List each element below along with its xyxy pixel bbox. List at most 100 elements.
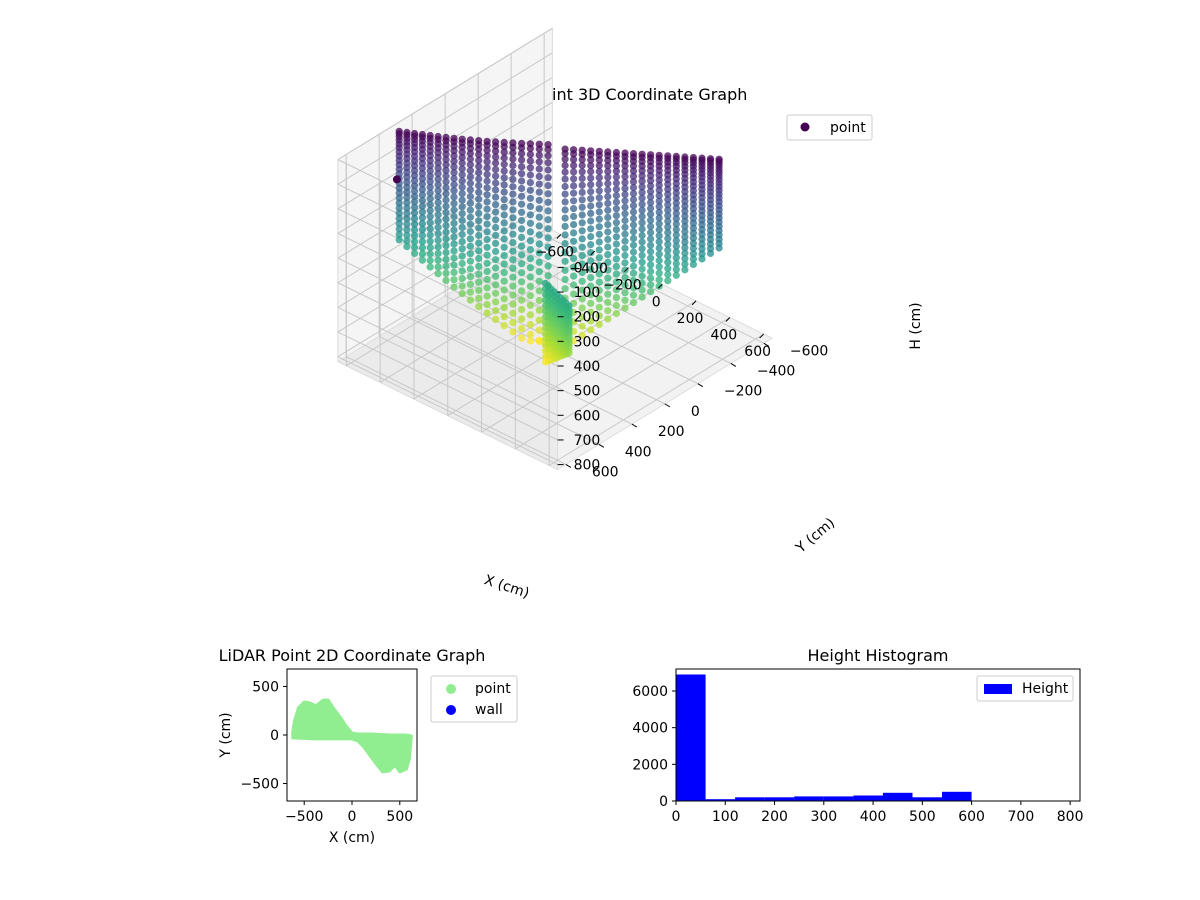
plot3d-point [544, 216, 552, 224]
plot3d-point [647, 274, 655, 282]
histogram-legend-box [976, 675, 1074, 702]
plot3d-point [426, 256, 434, 265]
histogram-xtick-label: 800 [1057, 809, 1084, 825]
plot3d-point [612, 226, 621, 234]
plot3d-point [483, 205, 491, 213]
plot3d-point [526, 282, 535, 290]
plot3d-point [535, 287, 543, 295]
histogram-legend-swatch [984, 684, 1012, 694]
plot2d: LiDAR Point 2D Coordinate Graph −500 0 500… [218, 646, 518, 846]
plot3d-point [629, 189, 638, 198]
plot3d-point [612, 255, 621, 263]
plot3d-point [450, 276, 458, 284]
plot3d-point [395, 189, 403, 197]
plot3d-point [604, 221, 612, 229]
plot3d-point [526, 144, 535, 153]
plot3d-point [664, 264, 672, 272]
plot3d-point [458, 165, 466, 173]
plot3d-point [638, 258, 646, 266]
plot3d-point [621, 162, 629, 170]
plot3d-point [418, 250, 426, 258]
plot3d-point [426, 237, 434, 245]
plot3d-point [526, 194, 535, 202]
plot3d-point [483, 284, 491, 292]
plot3d-point [509, 190, 517, 198]
plot3d-point [664, 277, 672, 285]
plot3d-point [587, 181, 595, 189]
plot3d-point [411, 192, 419, 200]
histogram-ytick-label: 6000 [632, 684, 668, 700]
plot3d-point [647, 288, 655, 296]
plot3d-point [578, 156, 586, 164]
plot3d-point [621, 167, 629, 175]
plot3d-point [561, 214, 569, 222]
plot3d-point [578, 235, 586, 243]
plot3d-point [535, 180, 543, 188]
plot3d-point [518, 269, 526, 277]
plot3d-point [492, 208, 500, 216]
plot3d-point [638, 265, 646, 273]
plot3d-point [578, 196, 586, 204]
plot2d-legend-wall-label: wall [475, 702, 503, 718]
plot3d-point [612, 309, 621, 318]
plot3d-point [638, 286, 646, 294]
plot3d-point [578, 168, 586, 176]
histogram-bar [823, 796, 854, 801]
plot3d-point [621, 281, 629, 289]
plot3d-point [509, 264, 517, 272]
plot3d-point [475, 294, 483, 302]
plot3d-xtick-label: −400 [569, 261, 607, 277]
plot3d-point [681, 238, 689, 246]
plot3d-point [483, 251, 491, 259]
plot3d-point [450, 187, 458, 195]
plot3d-point [672, 231, 680, 239]
plot3d-point [655, 282, 663, 290]
plot3d-point [434, 181, 442, 189]
plot3d-point [561, 231, 569, 239]
plot3d-point [418, 185, 426, 193]
plot3d-point [426, 189, 434, 197]
plot3d-point [638, 219, 646, 227]
plot3d-point [570, 197, 578, 205]
plot3d-point [621, 244, 629, 252]
plot3d-point [587, 317, 595, 325]
plot3d-point [629, 195, 638, 204]
plot3d-point [518, 296, 526, 304]
plot3d-gridline [378, 335, 600, 445]
plot3d-point [434, 243, 442, 251]
plot3d-point [466, 199, 474, 207]
histogram-bars [676, 674, 972, 802]
plot2d-xtick-label: 0 [348, 809, 357, 825]
plot3d-point [450, 268, 458, 276]
plot3d-point [570, 175, 578, 183]
plot3d-point [500, 160, 508, 168]
plot3d-point [587, 202, 595, 210]
plot3d-point [672, 204, 680, 212]
plot3d-point [561, 266, 569, 274]
plot3d-point [647, 229, 655, 237]
plot3d-gridline [337, 224, 553, 358]
plot3d-point [500, 235, 508, 243]
plot3d-point [595, 312, 603, 320]
plot3d-ytick-label: 0 [691, 404, 700, 420]
plot3d-point [442, 150, 450, 158]
plot3d-point [458, 245, 466, 253]
plot3d-point [411, 198, 419, 206]
plot3d-point [509, 328, 517, 336]
plot3d-gridline [337, 356, 558, 466]
plot3d-point [578, 219, 586, 227]
plot3d-point [570, 161, 578, 169]
plot3d-point [509, 206, 517, 214]
plot3d-point [655, 220, 663, 228]
histogram-xtick-label: 600 [958, 809, 985, 825]
plot3d-point [458, 183, 466, 191]
plot2d-legend-wall-marker [446, 705, 456, 715]
plot3d-point [629, 167, 638, 175]
plot3d-point [604, 213, 612, 221]
plot3d-point [509, 214, 517, 222]
plot3d-gridline [345, 356, 567, 465]
plot3d-point [434, 205, 442, 213]
plot3d-point [629, 172, 638, 180]
plot3d-point [578, 150, 586, 158]
plot3d-point [403, 231, 411, 239]
